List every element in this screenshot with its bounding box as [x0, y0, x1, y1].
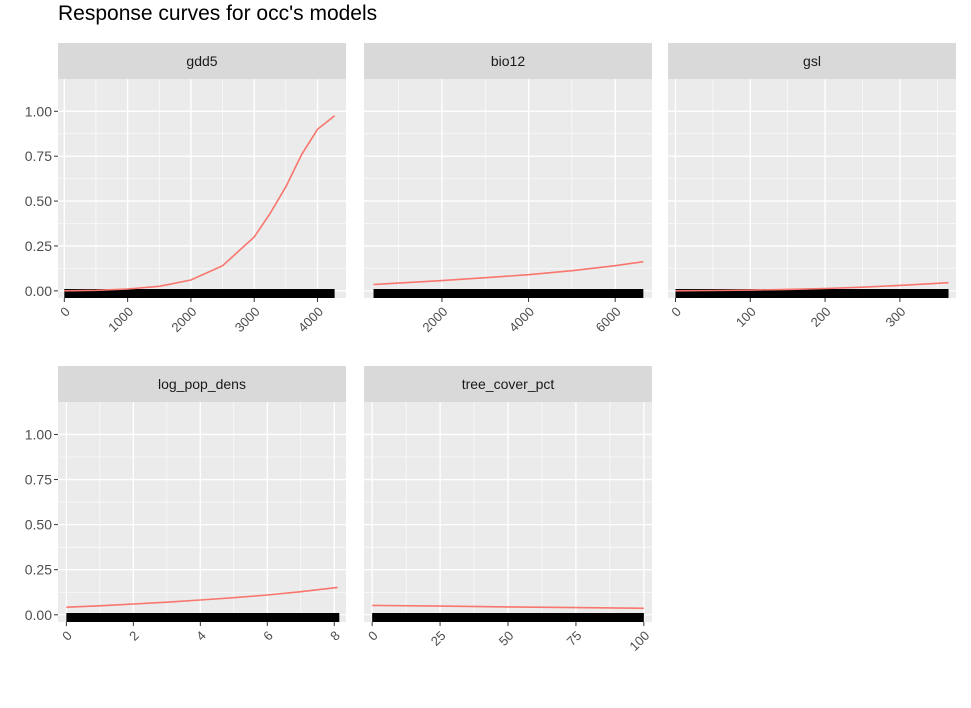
panel-background: [364, 79, 652, 298]
y-tick-label: 1.00: [25, 426, 52, 442]
x-tick-label: 50: [496, 628, 517, 649]
x-tick-label: 0: [57, 304, 73, 320]
facet-bio12: bio12 2000 4000 6000: [364, 43, 652, 335]
y-tick-label: 0.00: [25, 283, 52, 299]
facet-tree_cover_pct: tree_cover_pct 0 25 50 75 100: [364, 366, 652, 654]
facet-strip-label: tree_cover_pct: [462, 376, 555, 392]
x-tick-label: 8: [327, 628, 343, 644]
chart-title: Response curves for occ's models: [58, 2, 378, 25]
facet-gdd5: gdd5 0 1000 2000 3000 4000 0.00 0.25 0.50 0.75 1.0…: [25, 43, 346, 335]
rug-marks: [675, 289, 949, 298]
facet-strip: [364, 366, 652, 402]
x-tick-label: 100: [733, 304, 759, 330]
x-tick-label: 25: [428, 628, 449, 649]
facet-strip: [364, 43, 652, 79]
y-tick-label: 0.50: [25, 193, 52, 209]
rug-marks: [64, 289, 335, 298]
facet-strip-label: log_pop_dens: [158, 376, 246, 392]
y-tick-label: 0.75: [25, 472, 52, 488]
x-tick-label: 0: [365, 628, 381, 644]
x-tick-label: 2: [126, 628, 142, 644]
facet-strip-label: gdd5: [186, 53, 217, 69]
facet-gsl: gsl 0 100 200 300: [668, 43, 956, 330]
x-tick-label: 200: [808, 304, 834, 330]
x-tick-label: 0: [668, 304, 684, 320]
rug-marks: [66, 613, 340, 622]
rug-marks: [372, 613, 644, 622]
x-tick-label: 4000: [295, 304, 326, 335]
facet-strip-label: gsl: [803, 53, 821, 69]
facet-strip-label: bio12: [491, 53, 525, 69]
x-tick-label: 6: [260, 628, 276, 644]
facet-strip: [668, 43, 956, 79]
response-curve: [66, 586, 338, 608]
x-tick-label: 1000: [105, 304, 136, 335]
y-tick-label: 0.75: [25, 148, 52, 164]
x-tick-label: 4: [193, 628, 209, 644]
x-tick-label: 2000: [419, 304, 450, 335]
response-curve: [373, 260, 644, 286]
x-tick-label: 4000: [506, 304, 537, 335]
x-tick-label: 75: [564, 628, 585, 649]
x-tick-label: 300: [882, 304, 908, 330]
y-tick-label: 0.25: [25, 238, 52, 254]
y-tick-label: 0.50: [25, 517, 52, 533]
facet-strip: [58, 43, 346, 79]
y-tick-label: 1.00: [25, 103, 52, 119]
panel-background: [58, 79, 346, 298]
facet-strip: [58, 366, 346, 402]
x-tick-label: 0: [59, 628, 75, 644]
x-tick-label: 3000: [232, 304, 263, 335]
y-tick-label: 0.25: [25, 562, 52, 578]
rug-marks: [373, 289, 644, 298]
response-curve: [64, 115, 336, 292]
response-curve: [372, 604, 644, 610]
panel-background: [58, 402, 346, 622]
x-tick-label: 2000: [168, 304, 199, 335]
facet-log_pop_dens: log_pop_dens 0 2 4 6 8 0.00 0.25 0.50 0.75 1.00: [25, 366, 346, 644]
response-curve: [675, 281, 949, 292]
panel-background: [668, 79, 956, 298]
x-tick-label: 6000: [593, 304, 624, 335]
y-tick-label: 0.00: [25, 607, 52, 623]
x-tick-label: 100: [626, 628, 652, 654]
